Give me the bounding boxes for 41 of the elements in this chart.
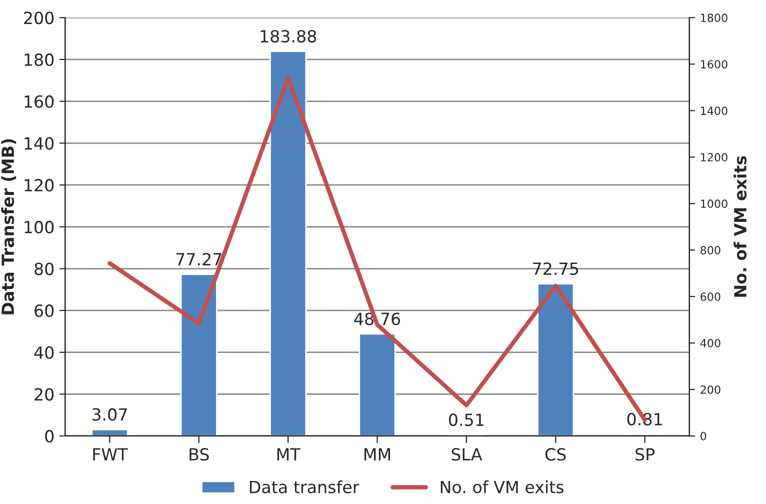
- legend-label: Data transfer: [250, 480, 360, 494]
- x-tick-label: BS: [190, 448, 209, 461]
- bar: [91, 428, 128, 436]
- y2-tick-label: 800: [700, 246, 720, 254]
- y2-tick-label: 1800: [701, 14, 728, 22]
- y-tick-label: 160: [24, 95, 54, 108]
- y-tick-label: 20: [34, 388, 54, 401]
- y-tick-label: 120: [24, 178, 54, 192]
- legend-label: No. of VM exits: [440, 480, 564, 494]
- x-tick-label: FWT: [93, 448, 128, 460]
- bar: [358, 333, 396, 436]
- y-tick-label: 200: [24, 12, 54, 24]
- x-tick-label: SP: [636, 448, 655, 461]
- y-tick-label: 60: [34, 304, 54, 318]
- y2-tick-label: 1400: [701, 106, 728, 115]
- x-tick-label: SLA: [452, 448, 482, 461]
- y-tick-label: 140: [24, 137, 54, 150]
- y-tick-label: 180: [24, 53, 54, 66]
- y-tick-label: 100: [24, 220, 54, 234]
- data-label: 3.07: [92, 408, 127, 421]
- y2-tick-label: 0: [700, 432, 706, 440]
- x-tick-label: CS: [545, 448, 566, 461]
- y-axis-title: Data Transfer (MB): [1, 139, 16, 314]
- x-tick-label: MT: [277, 448, 300, 460]
- y-tick-label: 80: [34, 262, 54, 276]
- bar: [537, 283, 574, 436]
- data-label: 72.75: [533, 262, 578, 276]
- y2-axis-title: No. of VM exits: [734, 156, 747, 297]
- data-label: 183.88: [260, 30, 316, 43]
- bar: [270, 50, 307, 436]
- y-tick-label: 40: [34, 346, 54, 359]
- bar: [180, 274, 218, 436]
- y2-tick-label: 1200: [701, 153, 728, 162]
- y2-tick-label: 1600: [701, 60, 728, 68]
- y2-tick-label: 1000: [701, 200, 728, 208]
- y2-tick-label: 200: [700, 385, 720, 394]
- y2-tick-label: 400: [700, 338, 720, 348]
- y-tick-label: 0: [45, 430, 54, 443]
- x-tick-label: MM: [364, 448, 390, 460]
- data-label: 0.51: [448, 414, 484, 426]
- y2-tick-label: 600: [700, 292, 720, 301]
